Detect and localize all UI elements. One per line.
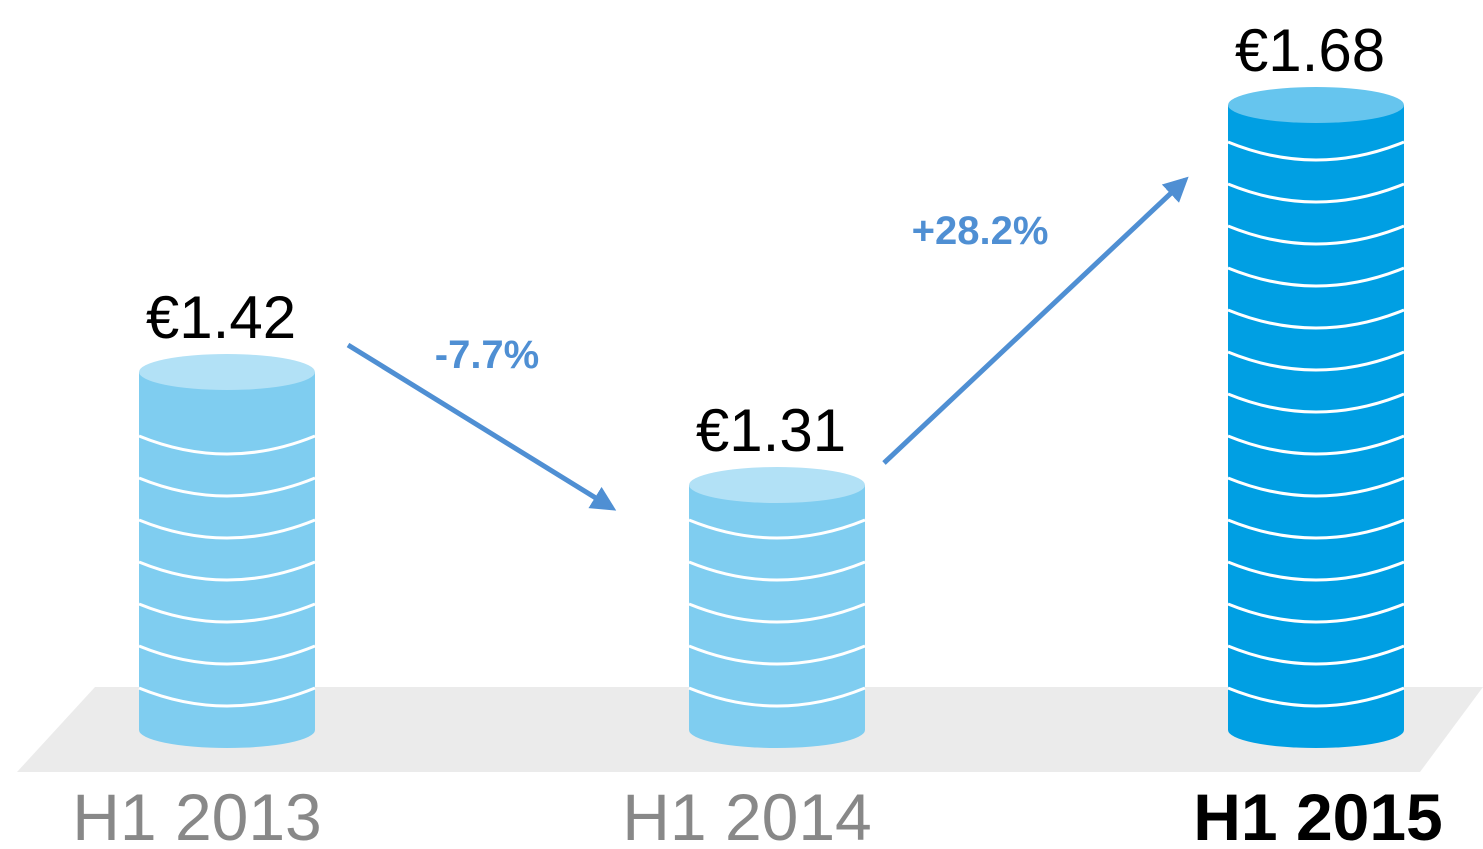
coin-edge <box>138 602 316 624</box>
stack-body <box>1228 105 1404 730</box>
change-label: +28.2% <box>912 209 1049 253</box>
coin-edge <box>688 560 866 582</box>
coin-edge <box>1227 518 1405 540</box>
category-label: H1 2014 <box>622 780 872 849</box>
value-label: €1.42 <box>146 284 296 351</box>
coin-edge <box>1227 350 1405 372</box>
coin-edge <box>688 602 866 624</box>
coin-edge <box>1227 140 1405 162</box>
stack-top <box>139 354 315 391</box>
change-arrow <box>882 176 1189 465</box>
coin-edge <box>1227 560 1405 582</box>
coin-edge <box>1227 224 1405 246</box>
coin-edge <box>138 476 316 498</box>
category-label: H1 2013 <box>72 780 322 849</box>
stack-top <box>689 467 865 503</box>
coin-edge <box>1227 434 1405 456</box>
coin-edge <box>138 518 316 540</box>
value-label: €1.31 <box>696 397 846 464</box>
coin-edge <box>1227 182 1405 204</box>
change-arrow <box>346 342 617 511</box>
coin-edge <box>1227 476 1405 498</box>
coin-edge <box>688 644 866 666</box>
coin-edge <box>1227 308 1405 330</box>
coin-edge <box>138 644 316 666</box>
coin-edge <box>1227 602 1405 624</box>
coin-edge <box>138 560 316 582</box>
coin-edge <box>138 434 316 456</box>
coin-edge <box>688 518 866 540</box>
coin-edge <box>138 686 316 708</box>
stack-body <box>139 372 315 730</box>
change-label: -7.7% <box>435 333 540 377</box>
coin-edge <box>1227 266 1405 288</box>
coin-edge <box>1227 644 1405 666</box>
coin-edge <box>1227 392 1405 414</box>
coin-stack <box>688 467 866 748</box>
value-label: €1.68 <box>1235 17 1385 84</box>
category-label: H1 2015 <box>1193 780 1443 849</box>
coin-stack <box>138 354 316 748</box>
coin-edge <box>688 686 866 708</box>
coin-edge <box>1227 686 1405 708</box>
coin-stack <box>1227 87 1405 748</box>
stack-top <box>1228 87 1404 123</box>
stack-body <box>689 485 865 730</box>
